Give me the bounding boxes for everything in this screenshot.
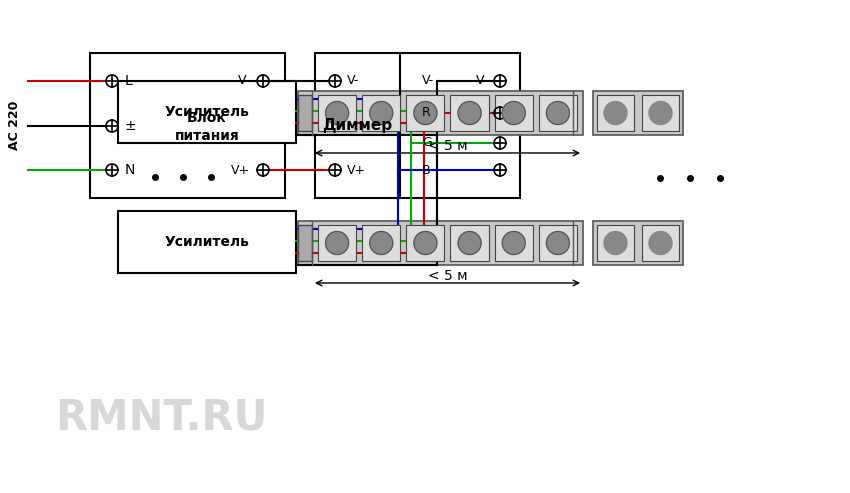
Circle shape bbox=[458, 102, 481, 125]
Bar bbox=[90, 53, 285, 198]
Circle shape bbox=[502, 102, 525, 125]
Text: < 5 м: < 5 м bbox=[428, 269, 468, 283]
Bar bbox=[362, 95, 400, 131]
Bar bbox=[315, 53, 520, 198]
Bar bbox=[597, 225, 634, 261]
Bar bbox=[539, 225, 577, 261]
Bar bbox=[318, 95, 356, 131]
Bar bbox=[593, 91, 683, 135]
Text: V-: V- bbox=[476, 74, 488, 87]
Bar bbox=[118, 211, 296, 273]
Bar bbox=[593, 221, 683, 265]
Bar bbox=[318, 225, 356, 261]
Text: Усилитель: Усилитель bbox=[165, 105, 249, 119]
Circle shape bbox=[370, 232, 393, 254]
Bar bbox=[495, 225, 533, 261]
Circle shape bbox=[604, 102, 627, 125]
Bar bbox=[539, 95, 577, 131]
Circle shape bbox=[547, 102, 570, 125]
Bar bbox=[298, 96, 312, 131]
Text: V+: V+ bbox=[231, 164, 250, 176]
Circle shape bbox=[326, 232, 348, 254]
Text: Усилитель: Усилитель bbox=[165, 235, 249, 249]
Text: ±: ± bbox=[125, 119, 137, 133]
Text: G: G bbox=[422, 137, 432, 149]
Text: V-: V- bbox=[347, 74, 360, 87]
Text: V+: V+ bbox=[347, 164, 366, 176]
Text: N: N bbox=[125, 163, 135, 177]
Bar bbox=[495, 95, 533, 131]
Bar bbox=[362, 225, 400, 261]
Circle shape bbox=[414, 232, 437, 254]
Circle shape bbox=[547, 232, 570, 254]
Bar bbox=[597, 95, 634, 131]
Text: питания: питания bbox=[174, 129, 240, 142]
Bar bbox=[118, 81, 296, 143]
Circle shape bbox=[649, 102, 672, 125]
Bar bbox=[642, 95, 679, 131]
Text: AC 220: AC 220 bbox=[8, 101, 21, 150]
Text: B: B bbox=[422, 164, 431, 176]
Text: Блок: Блок bbox=[187, 110, 227, 125]
Circle shape bbox=[134, 79, 162, 107]
Text: V-: V- bbox=[422, 74, 434, 87]
Bar bbox=[642, 225, 679, 261]
Text: Диммер: Диммер bbox=[322, 118, 392, 133]
Circle shape bbox=[458, 232, 481, 254]
Circle shape bbox=[414, 102, 437, 125]
Bar bbox=[450, 95, 489, 131]
Text: L: L bbox=[125, 74, 133, 88]
Text: R: R bbox=[422, 106, 431, 119]
Bar bbox=[406, 95, 445, 131]
Text: V-: V- bbox=[238, 74, 250, 87]
Bar bbox=[406, 225, 445, 261]
Circle shape bbox=[649, 232, 672, 254]
Bar bbox=[298, 221, 583, 265]
Bar bbox=[450, 225, 489, 261]
Text: RMNT.RU: RMNT.RU bbox=[55, 397, 268, 439]
Circle shape bbox=[604, 232, 627, 254]
Circle shape bbox=[370, 102, 393, 125]
Circle shape bbox=[326, 102, 348, 125]
Bar bbox=[298, 225, 312, 261]
Text: < 5 м: < 5 м bbox=[428, 139, 468, 153]
Circle shape bbox=[502, 232, 525, 254]
Bar bbox=[298, 91, 583, 135]
